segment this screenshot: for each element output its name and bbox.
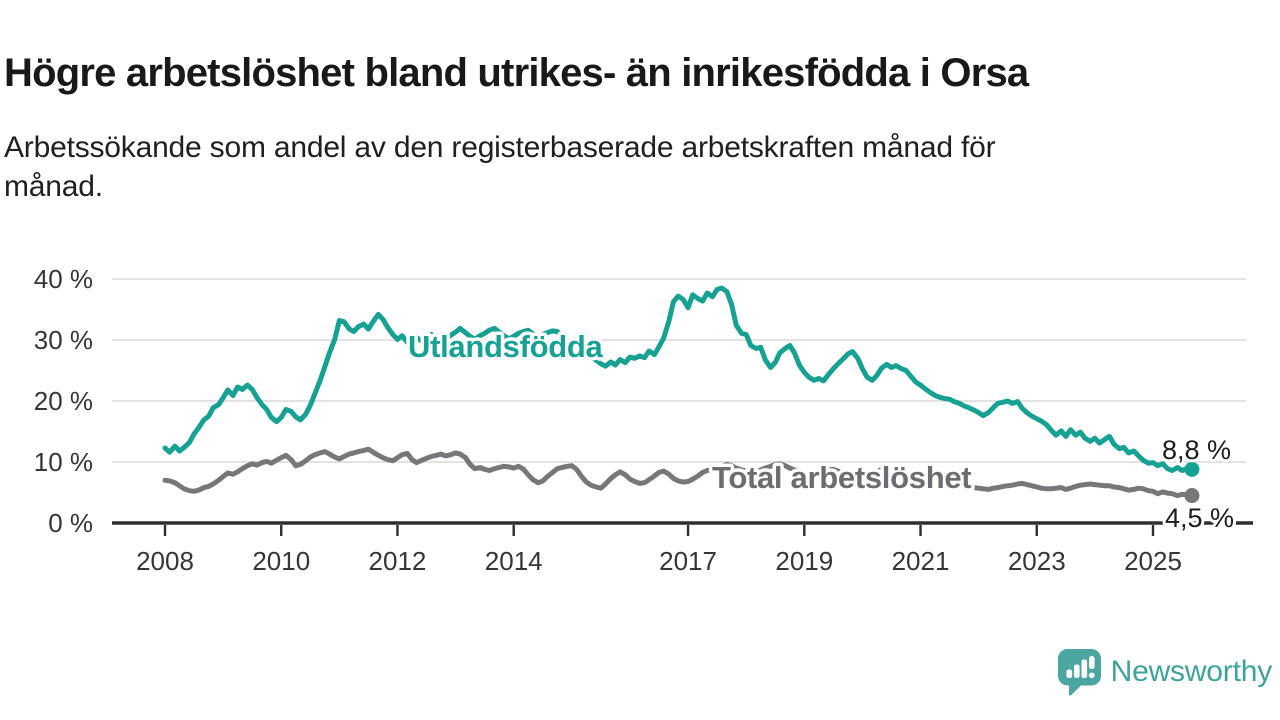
line-chart: 0 % 10 % 20 % 30 % 40 % 2008 2010 2012 2014 2017 2…: [34, 264, 1253, 576]
y-axis-tick-label: 0 %: [48, 508, 93, 538]
x-axis-tick-label: 2008: [136, 546, 194, 576]
x-axis-tick-label: 2010: [252, 546, 310, 576]
series-end-dot: [1184, 488, 1200, 504]
page-subtitle: Arbetssökande som andel av den registerb…: [4, 128, 1204, 206]
x-axis-tick-label: 2014: [485, 546, 543, 576]
x-axis-tick-label: 2017: [659, 546, 717, 576]
page-subtitle-line1: Arbetssökande som andel av den registerb…: [4, 131, 996, 164]
series-line-utlandsfodda: [162, 285, 1195, 473]
newsworthy-speech-bubble-bar-chart-icon: [1057, 649, 1101, 696]
x-axis-tick-label: 2021: [892, 546, 950, 576]
series-label: Utlandsfödda: [408, 329, 604, 364]
y-axis-tick-label: 30 %: [34, 325, 93, 355]
page-subtitle-line2: månad.: [4, 170, 103, 203]
page-title: Högre arbetslöshet bland utrikes- än inr…: [4, 50, 1029, 95]
series-line-total: [162, 446, 1195, 499]
series-end-dot: [1184, 461, 1200, 477]
y-axis-tick-label: 20 %: [34, 386, 93, 416]
x-axis-tick-label: 2019: [775, 546, 833, 576]
x-axis-tick-label: 2025: [1124, 546, 1182, 576]
x-axis-tick-label: 2012: [369, 546, 427, 576]
y-axis-tick-label: 40 %: [34, 264, 93, 294]
series-label: Total arbetslöshet: [712, 460, 971, 495]
y-axis-tick-label: 10 %: [34, 447, 93, 477]
series-end-value-label: 4,5 %: [1165, 503, 1234, 533]
series-end-value-label: 8,8 %: [1162, 435, 1231, 465]
x-axis-tick-label: 2023: [1008, 546, 1066, 576]
brand-name: Newsworthy: [1110, 655, 1273, 688]
brand-logo: Newsworthy: [1057, 648, 1272, 696]
